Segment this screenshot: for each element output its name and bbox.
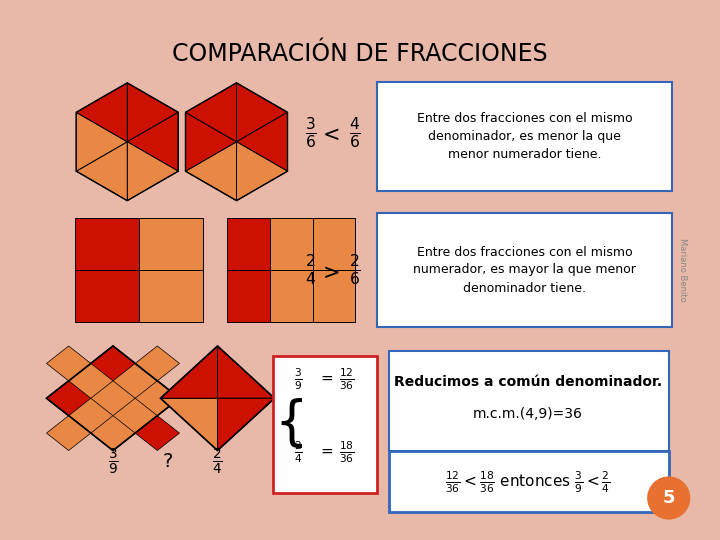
Text: Entre dos fracciones con el mismo
denominador, es menor la que
menor numerador t: Entre dos fracciones con el mismo denomi…: [417, 112, 632, 160]
Text: COMPARACIÓN DE FRACCIONES: COMPARACIÓN DE FRACCIONES: [172, 42, 548, 66]
Text: $\frac{4}{6}$: $\frac{4}{6}$: [349, 115, 361, 150]
Polygon shape: [91, 346, 135, 381]
Text: $\frac{2}{4}$: $\frac{2}{4}$: [212, 447, 223, 477]
Text: $\frac{2}{4}$: $\frac{2}{4}$: [305, 253, 317, 287]
Bar: [312, 270, 355, 322]
Text: <: <: [323, 125, 341, 145]
Polygon shape: [161, 346, 217, 399]
Polygon shape: [127, 141, 179, 201]
Polygon shape: [236, 141, 287, 201]
Polygon shape: [91, 416, 135, 450]
Bar: [227, 218, 270, 270]
Text: $\frac{2}{4}$: $\frac{2}{4}$: [294, 440, 302, 465]
Text: ?: ?: [163, 453, 174, 471]
Polygon shape: [47, 346, 91, 381]
Text: $\frac{3}{9}$: $\frac{3}{9}$: [108, 447, 118, 477]
Polygon shape: [135, 346, 179, 381]
Bar: [270, 218, 312, 270]
Bar: [75, 218, 139, 270]
Polygon shape: [217, 399, 274, 450]
Text: Reducimos a común denominador.: Reducimos a común denominador.: [394, 375, 662, 389]
FancyBboxPatch shape: [389, 450, 669, 512]
Polygon shape: [135, 416, 179, 450]
Circle shape: [648, 477, 690, 519]
FancyBboxPatch shape: [377, 82, 672, 191]
Polygon shape: [236, 83, 287, 141]
Text: $\frac{12}{36} < \frac{18}{36}\ \mathrm{entonces}\ \frac{3}{9} < \frac{2}{4}$: $\frac{12}{36} < \frac{18}{36}\ \mathrm{…: [446, 469, 611, 495]
FancyBboxPatch shape: [389, 351, 669, 450]
Polygon shape: [47, 416, 91, 450]
Bar: [270, 270, 312, 322]
Polygon shape: [91, 381, 135, 416]
Bar: [139, 270, 203, 322]
Polygon shape: [76, 112, 127, 171]
Polygon shape: [47, 346, 179, 450]
Text: $\frac{2}{6}$: $\frac{2}{6}$: [349, 253, 361, 287]
FancyBboxPatch shape: [273, 355, 377, 493]
Polygon shape: [236, 112, 287, 171]
Text: 5: 5: [662, 489, 675, 507]
Polygon shape: [186, 141, 236, 201]
Polygon shape: [186, 112, 236, 171]
Text: Entre dos fracciones con el mismo
numerador, es mayor la que menor
denominador t: Entre dos fracciones con el mismo numera…: [413, 246, 636, 294]
Text: $=\,\frac{12}{36}$: $=\,\frac{12}{36}$: [318, 367, 355, 392]
Bar: [227, 270, 270, 322]
Text: $\frac{3}{6}$: $\frac{3}{6}$: [305, 115, 317, 150]
Polygon shape: [127, 83, 179, 141]
Bar: [139, 218, 203, 270]
Bar: [312, 218, 355, 270]
Text: >: >: [323, 263, 341, 283]
Text: {: {: [274, 398, 308, 450]
Polygon shape: [47, 381, 91, 416]
Polygon shape: [186, 83, 236, 141]
FancyBboxPatch shape: [377, 213, 672, 327]
Text: $\frac{3}{9}$: $\frac{3}{9}$: [294, 367, 302, 392]
Polygon shape: [127, 112, 179, 171]
Text: Mariano Benito: Mariano Benito: [678, 238, 688, 302]
Polygon shape: [135, 381, 179, 416]
Polygon shape: [161, 399, 217, 450]
Text: m.c.m.(4,9)=36: m.c.m.(4,9)=36: [473, 407, 583, 421]
Polygon shape: [76, 141, 127, 201]
Polygon shape: [217, 346, 274, 399]
Bar: [75, 270, 139, 322]
Polygon shape: [76, 83, 127, 141]
Text: $=\,\frac{18}{36}$: $=\,\frac{18}{36}$: [318, 440, 355, 465]
